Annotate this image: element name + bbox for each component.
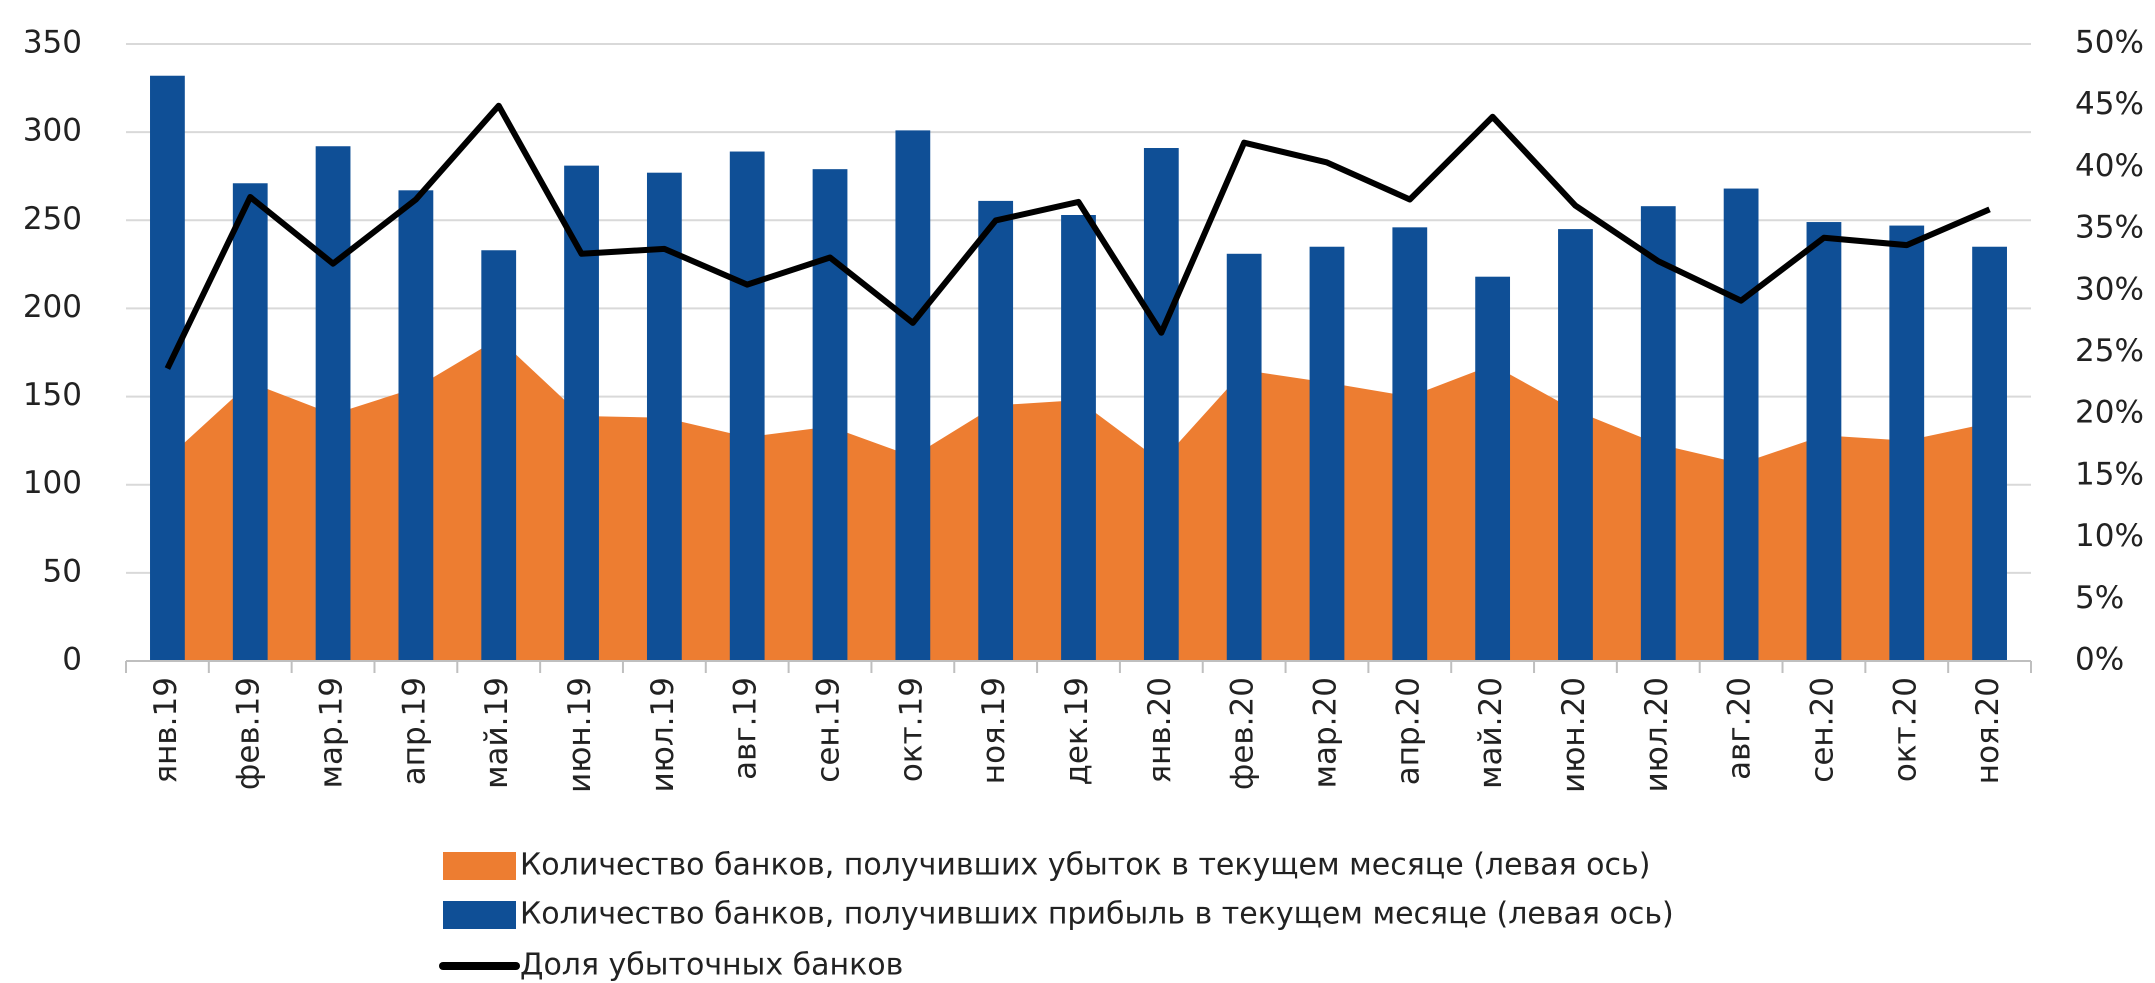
y-tick-label: 150 (23, 377, 82, 413)
x-tick-label: мар.20 (1307, 677, 1343, 788)
y2-tick-label: 25% (2075, 333, 2144, 369)
bar (1392, 227, 1428, 661)
x-tick-label: окт.20 (1887, 677, 1923, 782)
bar (1226, 253, 1262, 661)
legend-label: Количество банков, получивших прибыль в … (520, 897, 1674, 932)
y2-tick-label: 5% (2075, 580, 2124, 616)
x-tick-label: окт.19 (893, 677, 929, 782)
y2-tick-label: 10% (2075, 518, 2144, 554)
line (164, 102, 1991, 370)
x-tick-label: апр.19 (396, 677, 432, 785)
bar (398, 190, 434, 661)
y-tick-label: 100 (23, 465, 82, 501)
x-tick-label: дек.19 (1059, 677, 1095, 786)
y2-tick-label: 15% (2075, 456, 2144, 492)
x-tick-label: июл.20 (1639, 677, 1675, 792)
bar (1806, 222, 1842, 661)
x-tick-label: апр.20 (1390, 677, 1426, 785)
x-tick-label: янв.19 (148, 677, 184, 784)
bar (1972, 246, 2007, 661)
bar (812, 169, 848, 662)
bar (564, 165, 599, 661)
x-tick-label: ноя.20 (1970, 677, 2006, 784)
bar (232, 183, 268, 661)
x-tick-label: май.20 (1473, 677, 1509, 789)
bar (978, 200, 1014, 661)
y-tick-label: 200 (23, 289, 82, 325)
x-tick-label: июн.20 (1556, 677, 1592, 793)
y2-tick-label: 30% (2075, 271, 2144, 307)
y-tick-label: 250 (23, 201, 82, 237)
y-tick-label: 0 (62, 642, 82, 678)
bar (1475, 276, 1511, 661)
bar (1558, 229, 1593, 661)
bar (481, 250, 517, 662)
y-tick-label: 300 (23, 113, 82, 149)
x-tick-label: июл.19 (645, 677, 681, 792)
y2-tick-label: 40% (2075, 148, 2144, 184)
x-tick-label: ноя.19 (976, 677, 1012, 784)
legend-swatch (443, 852, 516, 880)
y-tick-label: 50 (43, 553, 82, 589)
x-tick-label: авг.20 (1722, 677, 1758, 780)
x-tick-label: мар.19 (314, 677, 350, 788)
bar (1143, 148, 1179, 662)
x-tick-label: сен.19 (811, 677, 847, 783)
bar (1640, 206, 1676, 661)
bar (1309, 246, 1345, 661)
bar (895, 130, 931, 661)
x-tick-label: авг.19 (728, 677, 764, 780)
y2-tick-label: 20% (2075, 395, 2144, 431)
bar (1061, 214, 1096, 662)
bar (1889, 225, 1925, 661)
x-tick-label: фев.19 (231, 677, 267, 790)
x-tick-label: фев.20 (1225, 677, 1261, 790)
legend-label: Количество банков, получивших убыток в т… (520, 848, 1650, 883)
bar (729, 151, 765, 661)
x-tick-label: май.19 (479, 677, 515, 789)
y2-tick-label: 45% (2075, 86, 2144, 122)
bar (1723, 188, 1759, 661)
y-tick-label: 350 (23, 25, 82, 61)
y2-tick-label: 35% (2075, 210, 2144, 246)
legend-swatch (443, 901, 516, 929)
bar (315, 146, 351, 661)
y2-tick-label: 50% (2075, 25, 2144, 61)
legend-label: Доля убыточных банков (520, 948, 903, 983)
x-tick-label: янв.20 (1142, 677, 1178, 784)
x-tick-label: июн.19 (562, 677, 598, 793)
y2-tick-label: 0% (2075, 642, 2124, 678)
x-tick-label: сен.20 (1804, 677, 1840, 783)
